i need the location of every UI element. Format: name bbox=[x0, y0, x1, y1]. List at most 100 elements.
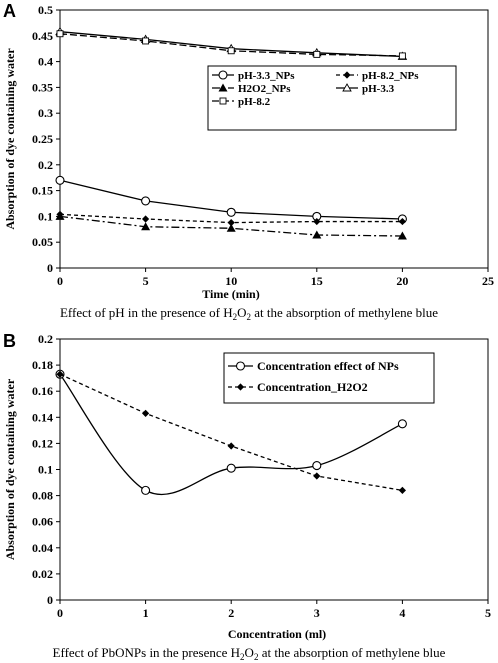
chart-B: B 0 0.02 0.04 0.06 0.08 0.1 0.12 0.14 0.16 0.18 0.2… bbox=[3, 331, 491, 641]
y-axis-label: Absorption of dye containing water bbox=[3, 48, 17, 230]
y-tick-label: 0.14 bbox=[32, 410, 53, 424]
x-tick-label: 4 bbox=[399, 606, 405, 620]
x-tick-label: 10 bbox=[225, 274, 237, 288]
legend-label: pH-8.2_NPs bbox=[362, 70, 419, 82]
data-point bbox=[398, 52, 406, 60]
data-point bbox=[55, 211, 65, 220]
data-point bbox=[312, 230, 322, 239]
y-tick-label: 0.1 bbox=[38, 463, 53, 477]
data-point bbox=[313, 50, 321, 58]
y-tick-label: 0.08 bbox=[32, 489, 53, 503]
y-tick-label: 0.2 bbox=[38, 158, 53, 172]
caption-part: 2 bbox=[254, 652, 259, 662]
x-axis-label: Time (min) bbox=[202, 287, 259, 301]
y-tick-label: 0.45 bbox=[32, 29, 53, 43]
caption-part: 2 bbox=[240, 652, 245, 662]
x-tick-label: 0 bbox=[57, 274, 63, 288]
data-point bbox=[313, 472, 321, 480]
legend-box bbox=[223, 352, 435, 404]
x-tick-label: 20 bbox=[396, 274, 408, 288]
y-tick-label: 0.25 bbox=[32, 132, 53, 146]
panel-letter: B bbox=[3, 331, 16, 351]
legend-marker bbox=[235, 361, 246, 371]
data-point bbox=[55, 175, 65, 185]
caption-part: at the absorption of methylene blue bbox=[251, 305, 438, 320]
y-tick-label: 0.2 bbox=[38, 332, 53, 346]
x-tick-label: 5 bbox=[485, 606, 491, 620]
series-2 bbox=[56, 370, 406, 494]
legend-label: pH-3.3 bbox=[362, 83, 395, 95]
legend-label: pH-8.2 bbox=[238, 96, 271, 108]
legend-marker bbox=[218, 70, 228, 80]
series-3 bbox=[55, 211, 407, 240]
series-1 bbox=[55, 175, 407, 224]
caption-part: Effect of pH in the presence of H bbox=[60, 305, 233, 320]
y-tick-label: 0 bbox=[47, 261, 53, 275]
data-point bbox=[141, 485, 151, 495]
chart-A: A 0 0.05 0.1 0.15 0.2 0.25 0.3 0.35 0.4 0.45 0.5 0 5 1… bbox=[3, 1, 494, 301]
y-tick-label: 0.3 bbox=[38, 106, 53, 120]
x-tick-label: 25 bbox=[482, 274, 494, 288]
y-tick-label: 0.02 bbox=[32, 567, 53, 581]
x-tick-label: 15 bbox=[311, 274, 323, 288]
data-point bbox=[141, 196, 151, 206]
legend: Concentration effect of NPs Concentration… bbox=[223, 352, 435, 404]
caption-part: at the absorption of methylene blue bbox=[258, 645, 445, 660]
data-point bbox=[226, 463, 236, 473]
y-tick-label: 0.5 bbox=[38, 3, 53, 17]
caption-part: O bbox=[237, 305, 246, 320]
y-tick-label: 0.06 bbox=[32, 515, 53, 529]
legend-marker bbox=[219, 97, 227, 105]
data-point bbox=[226, 207, 236, 217]
legend-marker bbox=[218, 83, 228, 92]
y-tick-label: 0.05 bbox=[32, 235, 53, 249]
data-point bbox=[227, 442, 235, 450]
caption: Effect of pH in the presence of H2O2 at … bbox=[60, 305, 438, 322]
x-tick-label: 2 bbox=[228, 606, 234, 620]
series-line bbox=[59, 373, 403, 496]
legend-label: Concentration effect of NPs bbox=[257, 359, 399, 373]
y-tick-label: 0 bbox=[47, 593, 53, 607]
y-tick-label: 0.15 bbox=[32, 184, 53, 198]
legend-label: Concentration_H2O2 bbox=[257, 380, 368, 394]
data-point bbox=[312, 461, 322, 471]
caption-part: Effect of PbONPs in the presence H bbox=[53, 645, 241, 660]
y-tick-label: 0.35 bbox=[32, 80, 53, 94]
x-axis-label: Concentration (ml) bbox=[228, 627, 326, 641]
data-point bbox=[227, 218, 235, 227]
x-tick-label: 1 bbox=[143, 606, 149, 620]
caption-part: 2 bbox=[233, 312, 238, 322]
y-tick-label: 0.16 bbox=[32, 384, 53, 398]
data-point bbox=[142, 37, 150, 45]
y-tick-label: 0.04 bbox=[32, 541, 53, 555]
caption-part: 2 bbox=[247, 312, 252, 322]
panel-letter: A bbox=[3, 1, 16, 21]
series-5 bbox=[56, 30, 406, 60]
legend-label: pH-3.3_NPs bbox=[238, 70, 295, 82]
data-point bbox=[142, 409, 150, 417]
data-point bbox=[313, 217, 321, 226]
legend-marker bbox=[236, 383, 245, 391]
x-tick-label: 5 bbox=[143, 274, 149, 288]
y-tick-label: 0.4 bbox=[38, 55, 53, 69]
legend-box bbox=[207, 65, 457, 131]
x-tick-label: 0 bbox=[57, 606, 63, 620]
caption-part: O bbox=[245, 645, 254, 660]
legend-label: H2O2_NPs bbox=[238, 83, 291, 95]
plot-area bbox=[59, 9, 489, 269]
data-point bbox=[397, 419, 407, 429]
y-axis-label: Absorption of dye containing water bbox=[3, 378, 17, 560]
data-point bbox=[226, 223, 236, 232]
legend-marker bbox=[343, 71, 351, 79]
y-tick-label: 0.12 bbox=[32, 436, 53, 450]
y-tick-label: 0.18 bbox=[32, 358, 53, 372]
y-tick-label: 0.1 bbox=[38, 209, 53, 223]
series-1 bbox=[55, 369, 407, 496]
data-point bbox=[398, 486, 406, 494]
data-point bbox=[56, 370, 64, 378]
data-point bbox=[398, 217, 406, 226]
legend-marker bbox=[342, 83, 352, 92]
x-tick-label: 3 bbox=[314, 606, 320, 620]
data-point bbox=[142, 215, 150, 223]
data-point bbox=[56, 30, 64, 38]
